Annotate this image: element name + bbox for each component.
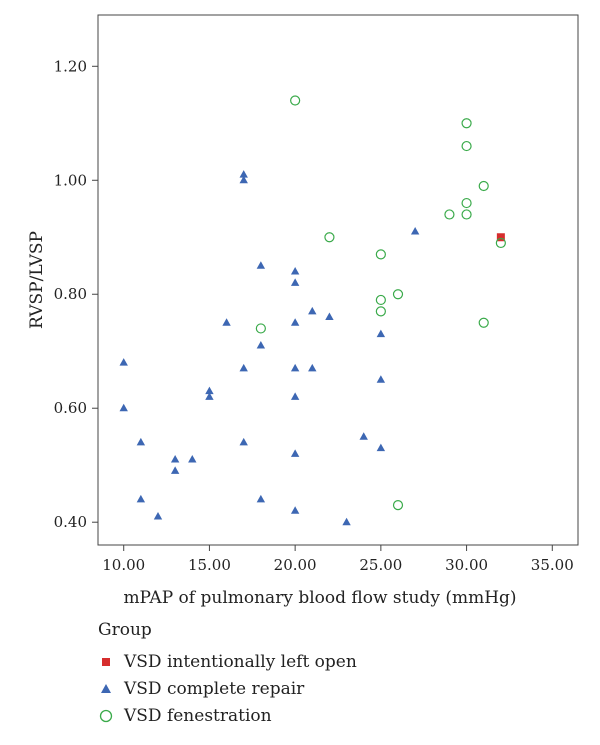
data-point-circle bbox=[495, 237, 506, 249]
legend-item-repair: VSD complete repair bbox=[98, 675, 357, 702]
data-point-triangle bbox=[308, 363, 317, 372]
data-point-triangle bbox=[410, 227, 420, 235]
y-tick-label: 1.20 bbox=[54, 57, 87, 75]
data-point-square bbox=[496, 233, 505, 242]
data-point-triangle bbox=[359, 432, 368, 440]
data-point-triangle bbox=[239, 437, 248, 446]
data-point-triangle bbox=[222, 318, 231, 326]
data-point-triangle bbox=[239, 175, 248, 184]
data-point-triangle bbox=[290, 318, 300, 326]
data-point-triangle bbox=[153, 512, 163, 520]
data-point-triangle bbox=[256, 261, 266, 269]
data-point-triangle bbox=[290, 506, 300, 514]
legend-item-fenestration: VSD fenestration bbox=[98, 702, 357, 729]
x-tick-label: 10.00 bbox=[102, 556, 145, 574]
legend-label-repair: VSD complete repair bbox=[124, 678, 305, 699]
data-point-circle bbox=[461, 140, 472, 152]
data-point-triangle bbox=[256, 494, 266, 503]
data-point-triangle bbox=[256, 341, 266, 349]
triangle-marker-icon bbox=[98, 680, 120, 698]
data-point-circle bbox=[461, 118, 472, 129]
data-point-triangle bbox=[205, 392, 214, 400]
data-point-circle bbox=[478, 317, 489, 328]
y-tick-label: 0.80 bbox=[54, 285, 87, 303]
data-point-triangle bbox=[325, 312, 334, 321]
data-point-circle bbox=[478, 180, 489, 192]
legend-label-fenestration: VSD fenestration bbox=[124, 705, 272, 726]
x-axis-title: mPAP of pulmonary blood flow study (mmHg… bbox=[123, 588, 516, 608]
y-tick-label: 1.00 bbox=[54, 171, 87, 189]
x-tick-label: 25.00 bbox=[359, 556, 402, 574]
y-tick-label: 0.60 bbox=[54, 399, 87, 417]
data-point-triangle bbox=[119, 403, 128, 412]
data-point-triangle bbox=[119, 358, 128, 366]
data-point-circle bbox=[392, 500, 404, 511]
data-point-triangle bbox=[188, 455, 197, 463]
legend-title: Group bbox=[98, 620, 152, 640]
data-point-triangle bbox=[239, 363, 248, 372]
y-tick-label: 0.40 bbox=[54, 513, 87, 531]
data-point-triangle bbox=[136, 494, 146, 503]
data-point-circle bbox=[255, 323, 266, 334]
data-point-triangle bbox=[376, 443, 386, 452]
data-point-triangle bbox=[376, 375, 386, 383]
data-point-circle bbox=[324, 232, 335, 243]
x-tick-label: 20.00 bbox=[274, 556, 317, 574]
data-point-triangle bbox=[239, 170, 248, 178]
data-point-triangle bbox=[136, 437, 146, 446]
y-axis-title: RVSP/LVSP bbox=[27, 231, 47, 329]
data-point-triangle bbox=[170, 466, 180, 474]
data-point-triangle bbox=[290, 278, 300, 286]
data-point-circle bbox=[444, 209, 455, 220]
data-point-circle bbox=[375, 306, 386, 317]
circle-marker-icon bbox=[98, 707, 120, 725]
data-point-triangle bbox=[342, 517, 351, 526]
data-point-triangle bbox=[290, 266, 300, 275]
x-tick-label: 35.00 bbox=[531, 556, 574, 574]
data-point-triangle bbox=[290, 392, 300, 400]
data-point-circle bbox=[392, 289, 404, 300]
plot-frame bbox=[97, 14, 579, 546]
x-tick-label: 30.00 bbox=[445, 556, 488, 574]
legend-label-open: VSD intentionally left open bbox=[124, 651, 357, 672]
data-point-triangle bbox=[205, 386, 214, 395]
x-tick-label: 15.00 bbox=[188, 556, 231, 574]
data-point-circle bbox=[290, 95, 301, 106]
data-point-triangle bbox=[376, 329, 386, 338]
legend-item-open: VSD intentionally left open bbox=[98, 648, 357, 675]
data-point-triangle bbox=[290, 449, 300, 457]
square-marker-icon bbox=[98, 653, 120, 671]
data-point-triangle bbox=[290, 363, 300, 372]
data-point-circle bbox=[375, 249, 386, 260]
legend: Group VSD intentionally left open VSD co… bbox=[98, 620, 357, 729]
data-point-triangle bbox=[308, 306, 317, 315]
data-point-circle bbox=[375, 294, 386, 306]
data-point-circle bbox=[461, 197, 472, 209]
data-point-circle bbox=[461, 209, 472, 220]
data-point-triangle bbox=[170, 455, 180, 463]
